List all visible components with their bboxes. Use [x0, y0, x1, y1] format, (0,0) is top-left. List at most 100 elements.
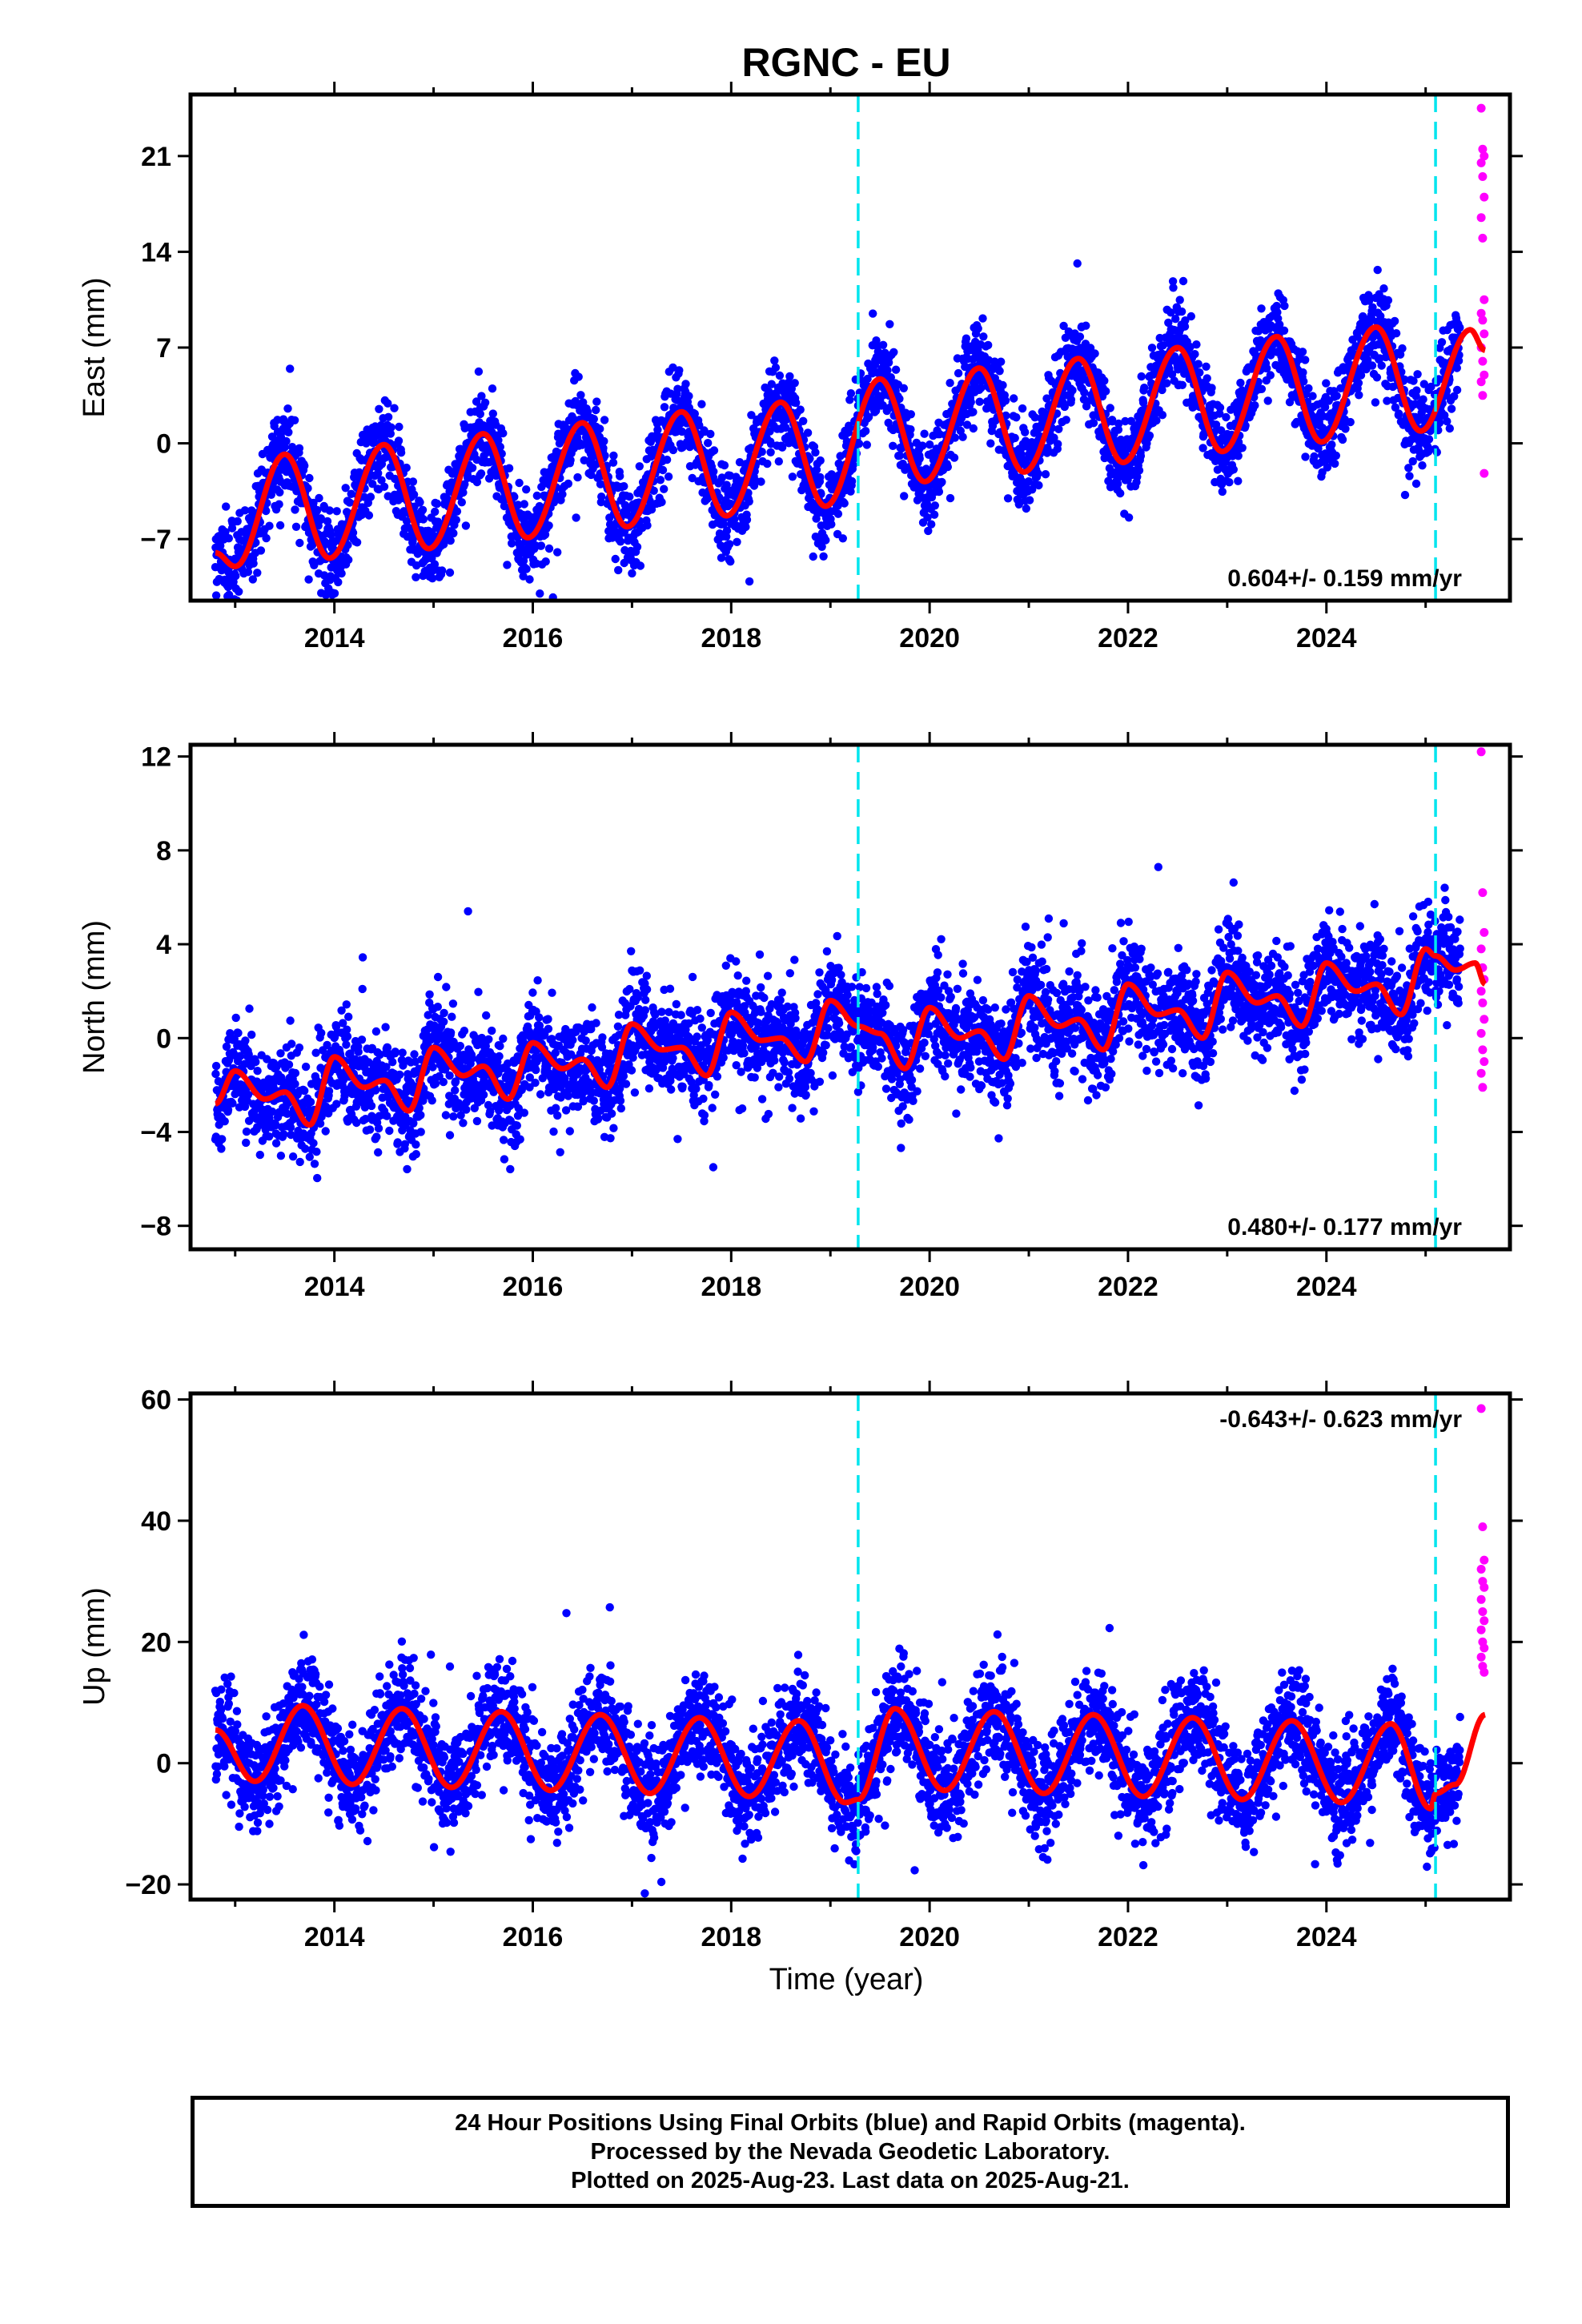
final-point [449, 529, 458, 538]
final-point [722, 480, 731, 489]
final-point [385, 1126, 394, 1136]
final-point [656, 476, 665, 485]
final-point [675, 366, 684, 375]
final-point [608, 458, 618, 467]
final-point [377, 476, 386, 485]
plot-frame [188, 92, 1512, 603]
final-point [445, 1071, 454, 1080]
final-point [442, 983, 451, 991]
final-point [763, 459, 772, 468]
final-point [889, 441, 897, 450]
final-point [536, 541, 546, 550]
final-point [342, 1000, 351, 1009]
final-point [441, 1111, 451, 1120]
final-point [367, 1101, 376, 1111]
rapid-point [1480, 329, 1489, 339]
final-point [1341, 424, 1350, 433]
final-point [923, 513, 932, 522]
final-point [946, 493, 955, 503]
final-point [1136, 452, 1146, 460]
final-point [500, 1155, 509, 1164]
final-point [709, 446, 719, 455]
final-point [690, 409, 699, 418]
final-point [265, 521, 274, 530]
final-point [1400, 490, 1410, 500]
final-point [1021, 428, 1030, 436]
final-point [1003, 494, 1013, 503]
final-point [519, 572, 528, 581]
final-point [846, 389, 856, 398]
final-point [1171, 315, 1180, 324]
final-point [310, 561, 319, 569]
final-point [446, 1028, 456, 1037]
final-point [332, 1100, 341, 1108]
final-point [362, 439, 371, 448]
final-point [476, 469, 486, 478]
final-point [402, 463, 411, 472]
final-point [211, 1061, 221, 1071]
x-tick-label: 2014 [304, 623, 365, 653]
final-point [899, 384, 909, 392]
final-point [1456, 323, 1464, 332]
final-point [878, 340, 888, 349]
final-point [673, 384, 682, 393]
final-point [785, 372, 794, 381]
final-point [468, 1054, 477, 1063]
final-point [395, 422, 404, 432]
final-point [920, 429, 929, 438]
final-point [295, 1043, 304, 1052]
final-point [1355, 391, 1363, 400]
rapid-orbit-points [1476, 103, 1489, 478]
final-point [499, 1136, 508, 1144]
x-tick-label: 2024 [1296, 623, 1357, 653]
final-point [771, 363, 781, 372]
final-point [409, 490, 419, 499]
final-point [1207, 384, 1216, 392]
final-point [583, 408, 592, 416]
final-point [482, 1011, 491, 1020]
final-point [1054, 424, 1063, 433]
final-point [660, 485, 669, 493]
rapid-point [1480, 468, 1489, 478]
final-point [494, 436, 503, 444]
final-point [895, 394, 904, 404]
final-point [451, 1086, 460, 1095]
final-point [416, 1128, 425, 1136]
final-point [1379, 284, 1388, 293]
final-point [962, 420, 972, 429]
final-point [1012, 413, 1021, 422]
final-point [1452, 364, 1462, 372]
final-point [275, 500, 283, 509]
final-point [251, 1057, 260, 1067]
rapid-point [1480, 295, 1489, 304]
final-point [930, 501, 940, 510]
final-point [1390, 316, 1399, 326]
final-point [1346, 417, 1355, 427]
final-point [1041, 470, 1050, 479]
final-point [1178, 380, 1187, 389]
final-point [614, 565, 623, 575]
final-point [943, 462, 953, 472]
final-point [456, 1041, 464, 1051]
final-point [1195, 368, 1204, 377]
final-point [412, 1140, 420, 1149]
final-point [488, 384, 497, 393]
final-point [1304, 384, 1313, 393]
final-point [799, 416, 808, 425]
final-point [235, 587, 243, 596]
final-point [312, 1148, 321, 1156]
final-point [688, 473, 697, 483]
final-point [1175, 296, 1184, 304]
final-point [241, 1036, 250, 1045]
final-point [722, 526, 732, 535]
final-point [337, 569, 346, 578]
final-point [662, 455, 672, 464]
final-point [271, 1139, 281, 1148]
final-point [974, 324, 982, 333]
chart-title: RGNC - EU [741, 40, 950, 85]
final-point [984, 340, 993, 350]
final-point [950, 433, 960, 442]
final-point [1034, 480, 1043, 490]
final-point [310, 1160, 319, 1168]
final-point [357, 1035, 367, 1044]
